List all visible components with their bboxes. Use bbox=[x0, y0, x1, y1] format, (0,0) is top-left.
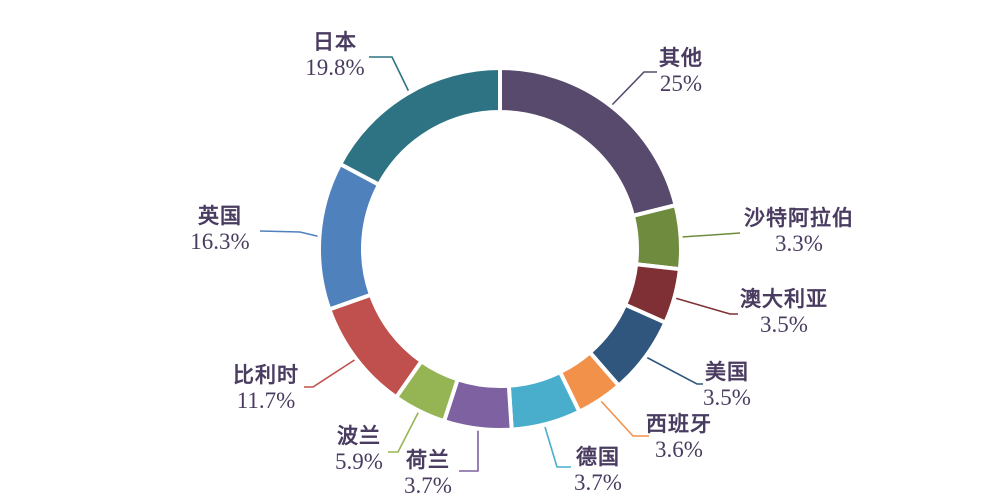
donut-slice-saudi-arabia bbox=[630, 203, 683, 272]
leader-line-other bbox=[610, 71, 657, 107]
donut-slice-belgium bbox=[327, 292, 424, 400]
donut-slices bbox=[317, 66, 683, 432]
leader-line-australia bbox=[674, 297, 738, 315]
leader-line-germany bbox=[544, 426, 571, 468]
leader-line-saudi-arabia bbox=[680, 232, 741, 238]
donut-slice-other bbox=[498, 66, 678, 218]
leader-line-spain bbox=[599, 399, 649, 437]
leader-line-netherlands bbox=[459, 430, 479, 472]
leader-line-belgium bbox=[304, 358, 357, 388]
leader-line-uk bbox=[259, 230, 322, 238]
leader-line-poland bbox=[388, 410, 420, 453]
leader-lines bbox=[259, 56, 741, 472]
leader-line-usa bbox=[645, 356, 703, 385]
leader-line-japan bbox=[369, 56, 410, 93]
donut-slice-uk bbox=[317, 162, 382, 312]
donut-slice-japan bbox=[338, 66, 502, 187]
